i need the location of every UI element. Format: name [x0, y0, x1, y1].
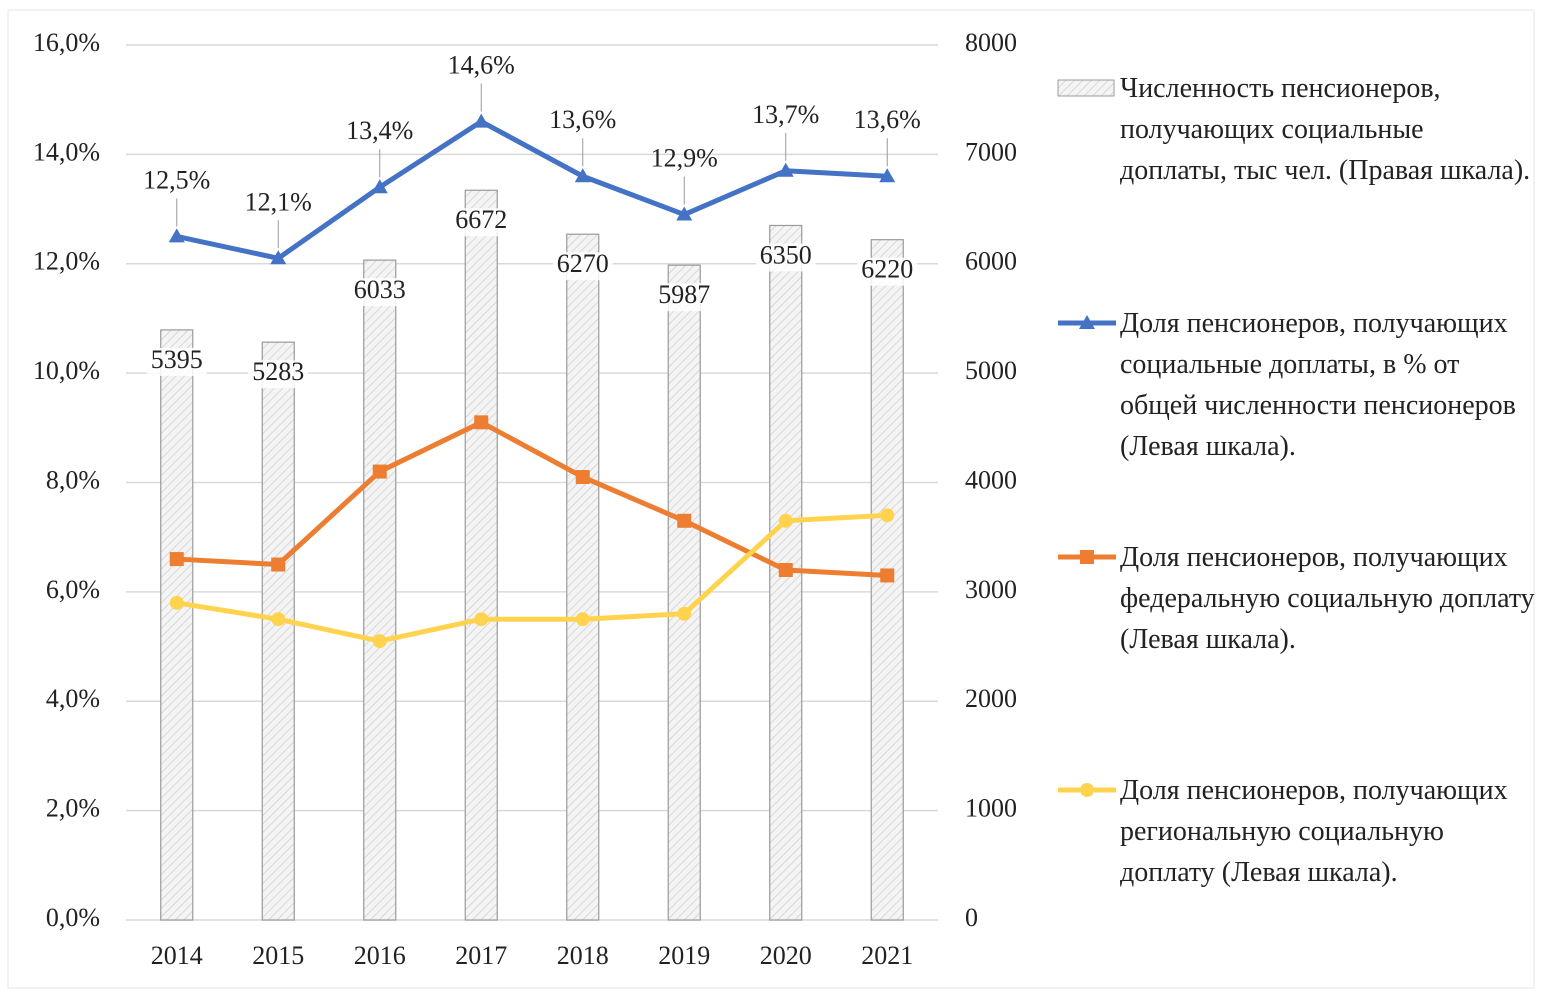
x-tick-label: 2021 — [861, 941, 913, 970]
marker — [677, 513, 692, 528]
data-label-bg — [654, 283, 715, 312]
y-tick-label: 8,0% — [46, 465, 100, 494]
data-label-bg — [451, 208, 512, 237]
x-tick-label: 2018 — [557, 941, 609, 970]
data-label-bg — [146, 347, 207, 376]
data-label: 12,9% — [651, 144, 718, 173]
legend-swatch — [1057, 79, 1115, 97]
y-tick-label: 16,0% — [33, 28, 100, 57]
data-label-bg — [552, 252, 613, 281]
y-tick-label: 14,0% — [33, 137, 100, 166]
data-label: 13,4% — [346, 116, 413, 145]
y2-tick-label: 4000 — [965, 465, 1017, 494]
marker — [169, 595, 184, 610]
data-label: 6350 — [760, 240, 812, 269]
marker — [777, 162, 794, 177]
marker — [880, 508, 895, 523]
marker — [778, 563, 793, 577]
legend-entry: Доля пенсионеров, получающих федеральную… — [1120, 542, 1535, 655]
marker — [474, 415, 489, 430]
legend-entry: Численность пенсионеров, получающих соци… — [1120, 73, 1531, 186]
marker — [778, 513, 793, 528]
line — [176, 119, 888, 261]
bar — [261, 341, 295, 921]
data-label: 12,5% — [143, 165, 210, 194]
x-tick-label: 2017 — [455, 941, 507, 970]
y-tick-label: 6,0% — [46, 575, 100, 604]
bar — [363, 259, 397, 921]
data-label: 13,6% — [549, 105, 616, 134]
data-label: 5283 — [252, 357, 304, 386]
line — [176, 512, 888, 644]
bar — [566, 233, 600, 921]
y-tick-label: 4,0% — [46, 684, 100, 713]
y2-tick-label: 1000 — [965, 794, 1017, 823]
x-tick-label: 2015 — [252, 941, 304, 970]
bar — [667, 264, 701, 921]
y-tick-label: 12,0% — [33, 247, 100, 276]
marker — [169, 552, 184, 567]
x-tick-label: 2020 — [760, 941, 812, 970]
legend-entry: Доля пенсионеров, получающих региональну… — [1120, 775, 1508, 888]
data-label: 6270 — [557, 249, 609, 278]
marker — [676, 206, 693, 221]
marker — [879, 168, 896, 183]
marker — [168, 228, 185, 243]
marker — [574, 168, 591, 183]
data-label: 13,6% — [854, 105, 921, 134]
x-tick-label: 2019 — [658, 941, 710, 970]
data-label: 5395 — [151, 345, 203, 374]
data-label: 13,7% — [752, 100, 819, 129]
marker — [473, 113, 490, 128]
data-label: 6220 — [861, 255, 913, 284]
marker — [474, 612, 489, 627]
y-tick-label: 0,0% — [46, 903, 100, 932]
y2-tick-label: 5000 — [965, 356, 1017, 385]
marker — [271, 557, 286, 572]
marker — [1080, 783, 1094, 797]
marker — [575, 612, 590, 627]
bar — [160, 329, 194, 921]
data-label-bg — [857, 257, 918, 286]
marker — [677, 606, 692, 621]
y2-tick-label: 2000 — [965, 684, 1017, 713]
marker — [371, 179, 388, 194]
frame — [7, 9, 1535, 989]
marker — [372, 464, 387, 479]
y-tick-label: 10,0% — [33, 356, 100, 385]
marker — [372, 634, 387, 649]
data-label: 6672 — [455, 205, 507, 234]
line — [176, 419, 888, 578]
y2-tick-label: 8000 — [965, 28, 1017, 57]
data-label: 12,1% — [245, 187, 312, 216]
y2-tick-label: 6000 — [965, 247, 1017, 276]
x-tick-label: 2016 — [354, 941, 406, 970]
data-label-bg — [349, 278, 410, 307]
data-label: 6033 — [354, 275, 406, 304]
data-label: 14,6% — [448, 51, 515, 80]
marker — [271, 612, 286, 627]
data-label: 5987 — [658, 280, 710, 309]
marker — [880, 568, 895, 583]
bar — [464, 189, 498, 921]
legend-entry: Доля пенсионеров, получающих социальные … — [1120, 308, 1516, 462]
marker — [1079, 315, 1095, 329]
marker — [1080, 550, 1094, 564]
y2-tick-label: 7000 — [965, 137, 1017, 166]
data-label-bg — [755, 243, 816, 272]
y2-tick-label: 3000 — [965, 575, 1017, 604]
x-tick-label: 2014 — [151, 941, 203, 970]
marker — [575, 470, 590, 485]
marker — [270, 250, 287, 265]
y-tick-label: 2,0% — [46, 794, 100, 823]
data-label-bg — [248, 360, 309, 389]
y2-tick-label: 0 — [965, 903, 978, 932]
